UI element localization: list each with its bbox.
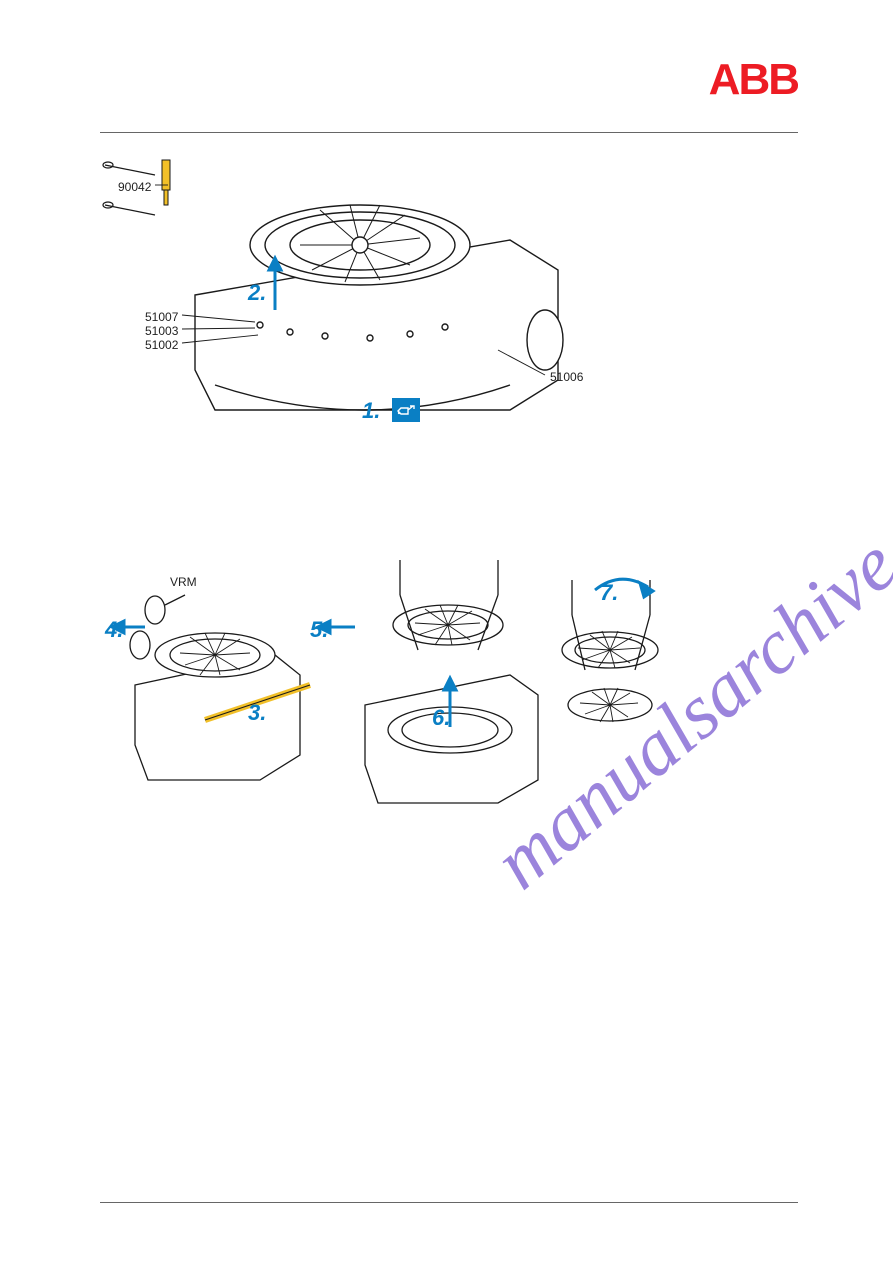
page: ABB xyxy=(0,0,893,1263)
footer-divider xyxy=(100,1202,798,1203)
step-6: 6. xyxy=(432,705,450,731)
oil-can-icon xyxy=(392,398,420,422)
figure-2: VRM 4. 3. 5. 6. 7. xyxy=(100,555,690,845)
vrm-label: VRM xyxy=(170,575,197,589)
step-7: 7. xyxy=(600,580,618,606)
step-5: 5. xyxy=(310,617,328,643)
part-label-51002: 51002 xyxy=(145,338,178,352)
step-1: 1. xyxy=(362,398,380,424)
part-label-51003: 51003 xyxy=(145,324,178,338)
turbo-assembly-drawing xyxy=(100,150,630,440)
header-divider xyxy=(100,132,798,133)
brand-logo: ABB xyxy=(709,55,798,105)
part-label-51006: 51006 xyxy=(550,370,583,384)
step-2: 2. xyxy=(248,280,266,306)
step-3: 3. xyxy=(248,700,266,726)
part-label-90042: 90042 xyxy=(118,180,151,194)
step-4: 4. xyxy=(105,617,123,643)
part-label-51007: 51007 xyxy=(145,310,178,324)
figure-1: 90042 51007 51003 51002 51006 2. 1. xyxy=(100,150,630,440)
